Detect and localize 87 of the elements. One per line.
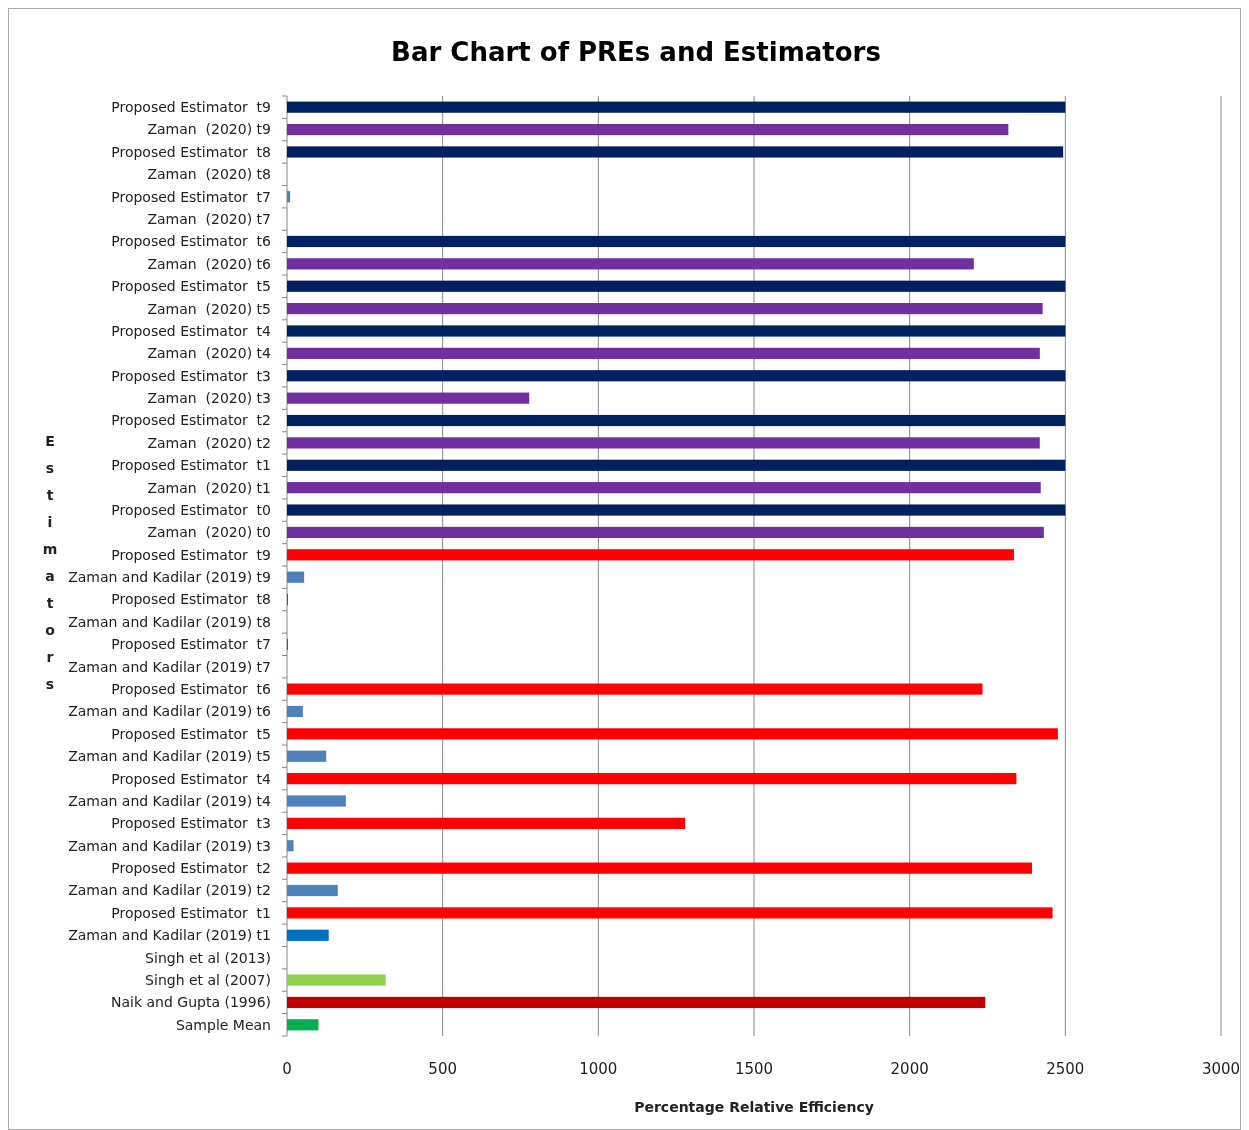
x-axis-title: Percentage Relative Efficiency	[634, 1099, 874, 1115]
bar	[287, 773, 1017, 785]
y-tick-label: Proposed Estimator t2	[111, 860, 271, 877]
bar	[287, 705, 303, 718]
x-tick-label: 2000	[890, 1060, 929, 1078]
y-tick-label: Proposed Estimator t4	[111, 322, 272, 339]
bar	[287, 526, 1044, 539]
bar	[287, 907, 1053, 919]
y-tick-label: Zaman and Kadilar (2019) t7	[68, 658, 271, 675]
bar	[287, 549, 1014, 561]
bar	[287, 974, 386, 986]
y-tick-label: Proposed Estimator t6	[111, 233, 272, 250]
x-tick-label: 0	[282, 1060, 292, 1078]
y-tick-label: Zaman (2020) t8	[147, 166, 271, 183]
y-tick-label: Zaman (2020) t2	[147, 434, 271, 451]
bar	[287, 683, 983, 695]
y-tick-label: Proposed Estimator t9	[111, 99, 271, 116]
bar	[287, 370, 1066, 382]
y-tick-label: Zaman and Kadilar (2019) t1	[68, 927, 271, 944]
y-tick-label: Proposed Estimator t5	[111, 278, 271, 295]
y-tick-label: Zaman (2020) t1	[147, 479, 271, 496]
y-tick-label: Proposed Estimator t8	[111, 143, 271, 160]
bar	[287, 325, 1066, 337]
chart-title: Bar Chart of PREs and Estimators	[391, 37, 881, 67]
y-tick-label: Proposed Estimator t3	[111, 815, 271, 832]
x-tick-label: 1500	[734, 1060, 774, 1078]
y-tick-label: Zaman (2020) t0	[147, 524, 271, 541]
y-tick-label: Zaman (2020) t4	[147, 345, 272, 362]
bar	[287, 817, 686, 829]
y-tick-label: Zaman and Kadilar (2019) t9	[68, 569, 271, 586]
y-tick-label: Proposed Estimator t1	[111, 457, 271, 474]
bar	[287, 414, 1066, 427]
bar	[287, 303, 1043, 315]
bar	[287, 504, 1066, 516]
bar	[287, 459, 1066, 471]
y-tick-label: Sample Mean	[175, 1016, 271, 1033]
y-tick-label: Proposed Estimator t8	[111, 591, 271, 608]
y-tick-label: Zaman (2020) t6	[147, 255, 272, 272]
y-tick-label: Zaman and Kadilar (2019) t3	[68, 837, 271, 854]
y-tick-label: Zaman and Kadilar (2019) t4	[68, 792, 272, 809]
bar	[287, 996, 986, 1009]
y-tick-label: Proposed Estimator t1	[111, 904, 271, 921]
y-tick-label: Proposed Estimator t7	[111, 636, 271, 653]
bar	[287, 123, 1009, 136]
bar	[287, 862, 1033, 874]
y-tick-label: Zaman and Kadilar (2019) t5	[68, 748, 271, 765]
bar	[287, 929, 329, 941]
y-tick-label: Proposed Estimator t2	[111, 412, 271, 429]
x-tick-label: 500	[428, 1060, 457, 1078]
x-tick-label: 1000	[579, 1060, 618, 1078]
y-tick-label: Zaman and Kadilar (2019) t2	[68, 882, 271, 899]
y-tick-label: Zaman (2020) t5	[147, 300, 271, 317]
bar	[287, 437, 1040, 449]
bar	[287, 146, 1064, 158]
y-tick-label: Proposed Estimator t3	[111, 367, 271, 384]
bar	[287, 571, 305, 583]
y-tick-label: Proposed Estimator t7	[111, 188, 271, 205]
y-tick-label: Zaman (2020) t7	[147, 211, 271, 227]
y-tick-label: Zaman and Kadilar (2019) t6	[68, 703, 272, 720]
y-tick-label: Singh et al (2007)	[145, 971, 271, 988]
x-tick-label: 3000	[1201, 1060, 1241, 1078]
y-tick-label: Zaman (2020) t9	[147, 121, 271, 138]
y-tick-label: Proposed Estimator t9	[111, 546, 271, 563]
bar	[287, 795, 346, 807]
y-tick-label: Zaman (2020) t3	[147, 390, 271, 407]
bar	[287, 258, 974, 270]
y-tick-label: Proposed Estimator t6	[111, 681, 272, 697]
text: Estimators	[42, 433, 58, 692]
bar	[287, 101, 1066, 113]
bar	[287, 347, 1040, 359]
bar	[287, 884, 338, 897]
y-tick-label: Naik and Gupta (1996)	[111, 994, 271, 1011]
bar	[287, 840, 294, 852]
y-tick-label: Proposed Estimator t4	[111, 770, 272, 787]
y-tick-label: Proposed Estimator t0	[111, 501, 271, 518]
bar	[287, 392, 530, 404]
y-tick-label: Singh et al (2013)	[145, 949, 271, 966]
bar	[287, 482, 1041, 494]
bar	[287, 191, 291, 203]
bar	[287, 280, 1066, 292]
bar	[287, 1019, 319, 1031]
bar	[287, 235, 1066, 248]
y-tick-label: Proposed Estimator t5	[111, 725, 271, 742]
bar	[287, 750, 327, 762]
y-tick-label: Zaman and Kadilar (2019) t8	[68, 613, 271, 630]
bar	[287, 728, 1058, 740]
x-tick-label: 2500	[1046, 1060, 1085, 1078]
